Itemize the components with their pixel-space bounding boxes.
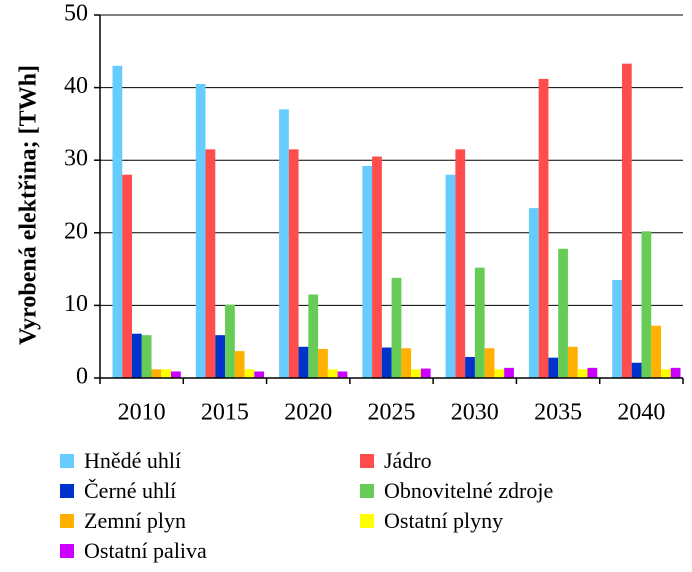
bar [631,362,642,378]
y-axis-title: Vyrobená elektřina; [TWh] [16,65,42,345]
bar [254,371,265,378]
x-tick-label: 2025 [368,400,416,426]
legend-swatch [360,484,374,498]
bar [132,333,142,378]
y-tick-labels: 0 10 20 30 40 50 [64,1,88,390]
bar [660,369,671,378]
legend-swatch [60,514,74,528]
x-tick-label: 2020 [284,400,332,426]
x-tick-label: 2040 [617,400,665,426]
bar [670,367,681,378]
legend-item: Černé uhlí [60,478,176,504]
legend-item: Ostatní paliva [60,538,207,564]
legend-label: Hnědé uhlí [84,448,182,473]
bar [494,369,505,378]
bar [612,279,622,378]
legend-item: Hnědé uhlí [60,448,181,474]
legend-swatch [60,544,74,558]
gridlines [100,14,683,306]
bar [641,231,652,378]
bar [112,65,123,378]
legend-label: Ostatní plyny [384,508,504,533]
bar [420,368,431,378]
bar [337,371,348,378]
bar [308,294,319,378]
bar [381,347,392,378]
bar [528,208,539,378]
y-tick-label: 10 [64,291,88,317]
bar [465,356,475,378]
bars [112,63,681,378]
x-tick-label: 2035 [534,400,582,426]
y-tick-label: 0 [76,364,88,390]
bar [587,367,598,378]
bar [538,78,549,378]
y-tick-label: 50 [64,1,88,27]
bar [327,369,338,378]
x-tick-label: 2010 [118,400,166,426]
legend-item: Zemní plyn [60,508,186,534]
legend-item: Jádro [360,448,432,474]
bar [205,149,216,378]
bar [171,371,181,378]
bar [122,174,133,378]
bar [298,346,309,378]
y-tick-label: 20 [64,218,88,244]
bar [391,277,402,378]
bar [215,335,226,378]
legend-label: Obnovitelné zdroje [384,478,554,503]
bar [651,325,661,378]
y-tick-label: 40 [64,73,88,99]
axes [94,14,684,384]
bar [372,156,382,378]
bar [318,348,328,378]
legend-label: Zemní plyn [84,508,187,533]
bar [474,267,485,378]
bar [411,369,421,378]
legend-swatch [60,484,74,498]
bar [567,346,578,378]
bar [548,357,559,378]
bar [401,348,412,378]
bar [161,369,172,378]
legend-label: Černé uhlí [84,478,177,503]
bar [288,149,299,378]
bar [151,369,162,378]
legend-swatch [360,514,374,528]
bar [504,367,514,378]
bar [279,109,289,378]
bar [484,348,495,378]
x-tick-label: 2030 [451,400,499,426]
legend-label: Ostatní paliva [84,538,207,563]
y-tick-label: 30 [64,146,88,172]
bar [558,248,568,378]
bar [195,83,206,378]
bar [225,304,235,378]
legend-swatch [360,454,374,468]
legend-item: Obnovitelné zdroje [360,478,553,504]
bar [445,174,456,378]
bar [362,166,373,378]
legend-item: Ostatní plyny [360,508,503,534]
bar [234,351,245,378]
bar [577,369,588,378]
legend-swatch [60,454,74,468]
bar [244,369,255,378]
x-tick-labels: 2010 2015 2020 2025 2030 2035 2040 [118,400,666,426]
x-tick-label: 2015 [201,400,249,426]
bar [141,335,152,378]
bar [621,63,632,378]
bar [455,149,466,378]
legend-label: Jádro [384,448,432,473]
